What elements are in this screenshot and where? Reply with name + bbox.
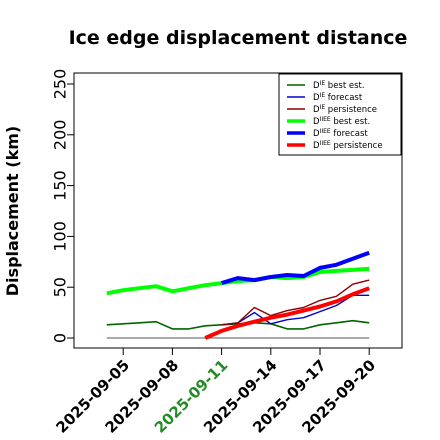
legend-entry: DIIEE persistence <box>313 140 383 151</box>
y-tick-label: 100 <box>51 221 70 252</box>
legend-box <box>278 73 402 156</box>
legend-entry: DIIEE forecast <box>313 128 368 139</box>
y-axis: 0 50 100 150 200 250 <box>51 69 74 343</box>
y-axis-label: Displacement (km) <box>3 126 22 296</box>
series-line-3 <box>221 279 370 326</box>
chart-title: Ice edge displacement distance <box>69 27 408 49</box>
series-line-6 <box>204 286 370 340</box>
series-line-2 <box>221 294 370 326</box>
y-tick-label: 50 <box>51 277 70 297</box>
legend-entry: DIE best est. <box>313 80 365 91</box>
plot-frame <box>73 72 403 349</box>
y-tick-label: 150 <box>51 170 70 201</box>
legend-entry: DIE persistence <box>313 104 377 115</box>
x-axis: 2025-09-052025-09-082025-09-112025-09-14… <box>52 348 379 437</box>
series-layer <box>106 250 370 340</box>
y-tick-label: 0 <box>51 333 70 343</box>
y-tick-label: 200 <box>51 120 70 151</box>
legend-entry: DIE forecast <box>313 92 363 103</box>
series-line-5 <box>221 250 370 286</box>
y-tick-label: 250 <box>51 69 70 100</box>
legend-entry: DIIEE best est. <box>313 116 370 127</box>
series-line-4 <box>106 266 370 296</box>
